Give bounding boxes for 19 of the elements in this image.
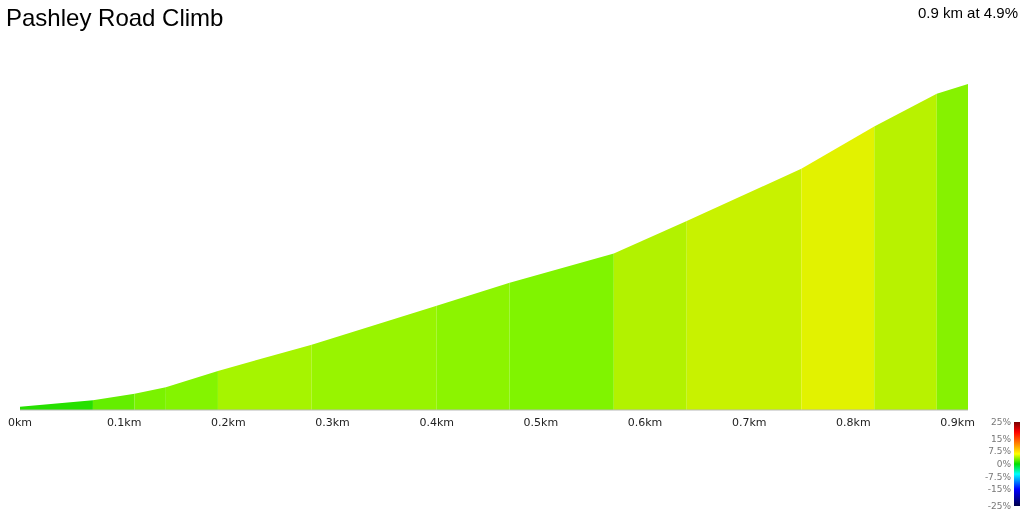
chart-subtitle: 0.9 km at 4.9% bbox=[917, 4, 1018, 21]
x-tick-label: 0.9km bbox=[940, 415, 975, 429]
chart-title: Pashley Road Climb bbox=[6, 4, 224, 32]
x-tick-label: 0.2km bbox=[211, 415, 246, 429]
x-tick-label: 0.1km bbox=[106, 415, 142, 429]
x-tick-label: 0.3km bbox=[315, 415, 350, 429]
color-bar-label: -7.5% bbox=[984, 471, 1011, 482]
x-tick-label: 0.8km bbox=[836, 415, 871, 429]
color-bar-label: 7.5% bbox=[988, 446, 1011, 457]
x-tick-label: 0.4km bbox=[419, 415, 454, 429]
color-bar-label: -25% bbox=[987, 501, 1011, 511]
x-tick-label: 0.5km bbox=[523, 415, 559, 429]
color-bar-label: -15% bbox=[987, 484, 1011, 495]
x-tick-label: 0.6km bbox=[627, 415, 663, 429]
color-bar-label: 15% bbox=[990, 433, 1011, 444]
color-bar-label: 25% bbox=[990, 417, 1011, 427]
x-tick-label: 0km bbox=[7, 415, 33, 429]
color-bar-label: 0% bbox=[996, 459, 1011, 469]
x-tick-label: 0.7km bbox=[731, 415, 767, 429]
